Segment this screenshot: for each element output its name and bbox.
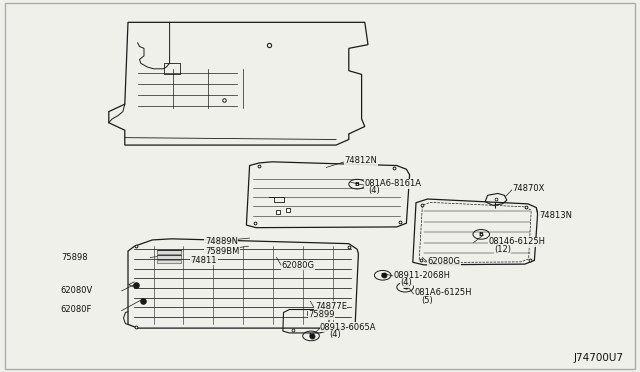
Text: N: N [308, 333, 314, 339]
Bar [157, 250, 181, 254]
Text: 62080V: 62080V [61, 286, 93, 295]
Bar [157, 260, 181, 263]
Text: (12): (12) [494, 245, 511, 254]
Text: 62080G: 62080G [282, 261, 315, 270]
Text: (4): (4) [330, 330, 341, 339]
Text: 081A6-8161A: 081A6-8161A [365, 179, 422, 188]
Text: 74813N: 74813N [539, 211, 572, 220]
Text: 74870X: 74870X [512, 185, 545, 193]
Text: B: B [403, 285, 408, 290]
Text: 08911-2068H: 08911-2068H [394, 271, 451, 280]
FancyBboxPatch shape [5, 3, 635, 369]
Text: B: B [479, 232, 484, 237]
Text: 74889N: 74889N [205, 237, 238, 246]
Text: B: B [355, 182, 360, 187]
Bar [164, 63, 180, 74]
Text: 7589BM: 7589BM [205, 247, 239, 256]
Text: 08146-6125H: 08146-6125H [488, 237, 545, 246]
Text: 081A6-6125H: 081A6-6125H [415, 288, 472, 297]
Text: (4): (4) [368, 186, 380, 195]
Text: 62080F: 62080F [61, 305, 92, 314]
Text: 74877E: 74877E [315, 302, 347, 311]
Text: (5): (5) [421, 296, 433, 305]
Text: 74812N: 74812N [344, 156, 377, 165]
Text: 74811: 74811 [191, 256, 217, 265]
Text: N: N [380, 273, 385, 278]
Text: J74700U7: J74700U7 [574, 353, 624, 363]
Text: 75898: 75898 [61, 253, 88, 262]
Text: (4): (4) [401, 278, 412, 287]
Text: 75899: 75899 [308, 310, 335, 319]
Text: 62080G: 62080G [428, 257, 461, 266]
Bar [157, 255, 181, 259]
Text: 08913-6065A: 08913-6065A [320, 323, 376, 332]
